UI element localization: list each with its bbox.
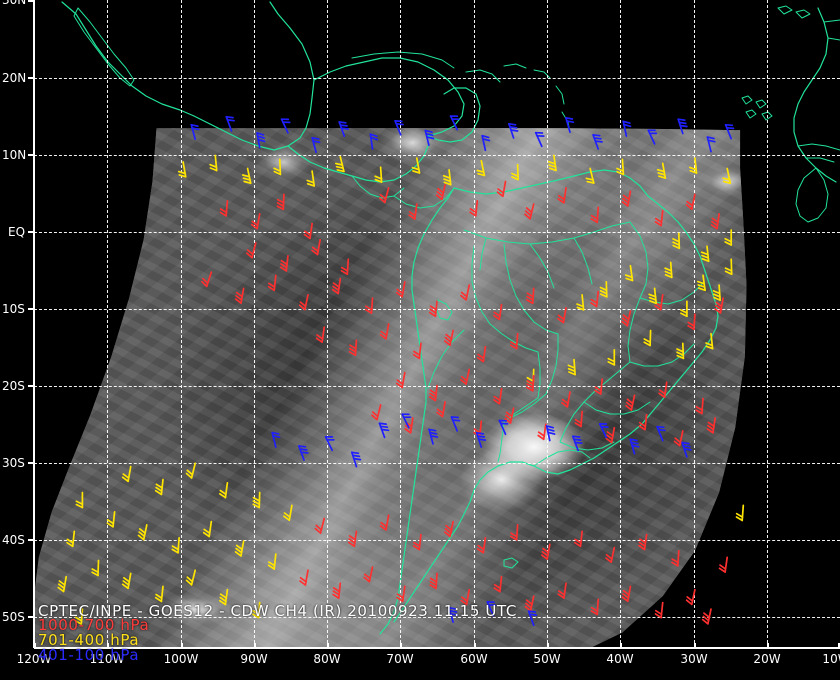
- tickmark-lon-120w: [34, 643, 36, 649]
- axis-label-lat-50s: 50S: [2, 610, 25, 624]
- tickmark-lon-40w: [620, 643, 622, 649]
- tickmark-lon-80w: [327, 643, 329, 649]
- product-title: CPTEC/INPE - GOES12 - CDW CH4 (IR) 20100…: [38, 602, 517, 620]
- gridline-lat-40s: [34, 540, 840, 541]
- axis-label-lat-30s: 30S: [2, 456, 25, 470]
- legend-entry-low: 1000-700 hPa: [38, 616, 150, 634]
- gridline-lon-90w: [254, 0, 255, 648]
- tickmark-lon-110w: [107, 643, 109, 649]
- pressure-layer-legend: 1000-700 hPa 701-400 hPa 401-100 hPa: [38, 618, 149, 663]
- axis-label-lon-80w: 80W: [313, 652, 341, 666]
- axis-label-lat-10s: 10S: [2, 302, 25, 316]
- axis-label-lat-10n: 10N: [2, 148, 27, 162]
- tickmark-lon-90w: [254, 643, 256, 649]
- tickmark-lat-30n: [28, 0, 35, 2]
- axis-label-lon-40w: 40W: [606, 652, 634, 666]
- axis-label-lon-90w: 90W: [240, 652, 268, 666]
- map-plot-area: [34, 0, 840, 648]
- tickmark-lon-100w: [181, 643, 183, 649]
- tickmark-lon-60w: [474, 643, 476, 649]
- coastline-overlay: [61, 1, 840, 635]
- tickmark-lon-30w: [694, 643, 696, 649]
- legend-entry-high: 401-100 hPa: [38, 646, 140, 664]
- gridline-lon-100w: [181, 0, 182, 648]
- tickmark-lon-20w: [767, 643, 769, 649]
- tickmark-lat-10n: [28, 154, 35, 156]
- legend-entry-mid: 701-400 hPa: [38, 631, 140, 649]
- gridline-lat-50s: [34, 617, 840, 618]
- gridline-lon-80w: [327, 0, 328, 648]
- satellite-ir-raster: [34, 127, 747, 648]
- gridline-lon-70w: [400, 0, 401, 648]
- gridline-lat-30s: [34, 463, 840, 464]
- tickmark-lat-20s: [28, 385, 35, 387]
- tickmark-lat-10s: [28, 308, 35, 310]
- axis-label-lon-60w: 60W: [460, 652, 488, 666]
- gridline-lon-50w: [547, 0, 548, 648]
- tickmark-lat-30s: [28, 462, 35, 464]
- tickmark-lat-50s: [28, 616, 35, 618]
- tickmark-lat-eq: [28, 231, 35, 233]
- axis-left-rule: [33, 0, 35, 648]
- gridline-lon-40w: [620, 0, 621, 648]
- axis-label-lon-20w: 20W: [753, 652, 781, 666]
- axis-label-lat-30n: 30N: [2, 0, 27, 7]
- axis-bottom-rule: [34, 647, 840, 649]
- gridline-lon-20w: [767, 0, 768, 648]
- gridline-lon-60w: [474, 0, 475, 648]
- gridline-lat-10s: [34, 309, 840, 310]
- axis-label-lon-30w: 30W: [680, 652, 708, 666]
- tickmark-lat-20n: [28, 77, 35, 79]
- axis-label-lon-70w: 70W: [386, 652, 414, 666]
- tickmark-lon-70w: [400, 643, 402, 649]
- gridline-lat-20n: [34, 78, 840, 79]
- tickmark-lat-40s: [28, 539, 35, 541]
- tickmark-lon-50w: [547, 643, 549, 649]
- axis-label-lat-20n: 20N: [2, 71, 27, 85]
- gridline-lon-30w: [694, 0, 695, 648]
- gridline-lat-20s: [34, 386, 840, 387]
- axis-label-lon-120w: 120W: [16, 652, 52, 666]
- axis-label-lon-50w: 50W: [533, 652, 561, 666]
- axis-label-lon-10w: 10W: [822, 652, 840, 666]
- axis-label-lat-eq: EQ: [8, 225, 26, 239]
- gridline-lat-eq: [34, 232, 840, 233]
- gridline-lon-110w: [107, 0, 108, 648]
- axis-label-lat-20s: 20S: [2, 379, 25, 393]
- gridline-lat-10n: [34, 155, 840, 156]
- axis-label-lon-100w: 100W: [163, 652, 199, 666]
- tickmark-lon-10w: [838, 643, 840, 649]
- axis-label-lat-40s: 40S: [2, 533, 25, 547]
- axis-label-lon-110w: 110W: [89, 652, 125, 666]
